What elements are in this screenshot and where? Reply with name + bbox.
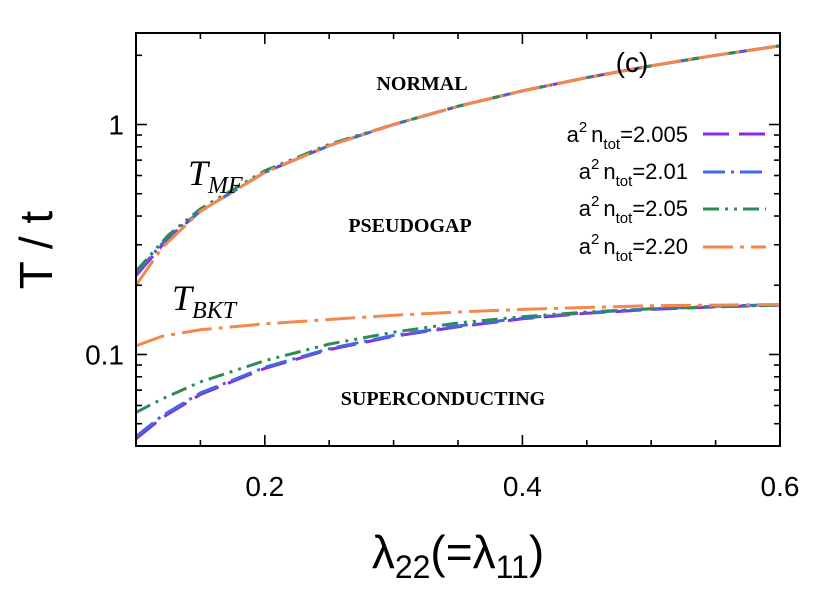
axis-ticks bbox=[136, 33, 780, 446]
series-line-t-bkt-1 bbox=[135, 303, 781, 438]
region-label-pseudogap: PSEUDOGAP bbox=[348, 215, 471, 237]
legend-label: a2 ntot=2.005 bbox=[567, 119, 688, 153]
panel-label: (c) bbox=[616, 47, 649, 78]
curve-label-tmf: TMF bbox=[188, 153, 243, 199]
x-tick-label: 0.4 bbox=[503, 471, 542, 502]
x-tick-label: 0.2 bbox=[245, 471, 284, 502]
series-line-t-bkt-3 bbox=[135, 303, 781, 348]
legend-entry: a2 ntot=2.05 bbox=[579, 193, 766, 227]
curve-label-tbkt: TBKT bbox=[172, 278, 238, 324]
plot-lines bbox=[134, 44, 781, 440]
legend-entry: a2 ntot=2.01 bbox=[579, 156, 766, 190]
series-line-t-mf-3 bbox=[134, 44, 781, 287]
x-axis-label: λ22(=λ11) bbox=[372, 526, 544, 585]
region-label-superconducting: SUPERCONDUCTING bbox=[341, 388, 546, 410]
legend-entry: a2 ntot=2.005 bbox=[567, 119, 766, 153]
x-tick-label: 0.6 bbox=[761, 471, 800, 502]
region-label-normal: NORMAL bbox=[376, 73, 467, 95]
legend-label: a2 ntot=2.05 bbox=[579, 193, 688, 227]
legend-label: a2 ntot=2.20 bbox=[579, 231, 688, 265]
y-axis-label: T / t bbox=[10, 211, 62, 290]
legend: a2 ntot=2.005 a2 ntot=2.01 a2 ntot=2.05 a2 n… bbox=[567, 119, 766, 265]
y-tick-label: 0.1 bbox=[85, 339, 124, 370]
series-line-t-bkt-2 bbox=[135, 303, 781, 414]
y-tick-label: 1 bbox=[108, 110, 124, 141]
legend-entry: a2 ntot=2.20 bbox=[579, 231, 766, 265]
legend-label: a2 ntot=2.01 bbox=[579, 156, 688, 190]
